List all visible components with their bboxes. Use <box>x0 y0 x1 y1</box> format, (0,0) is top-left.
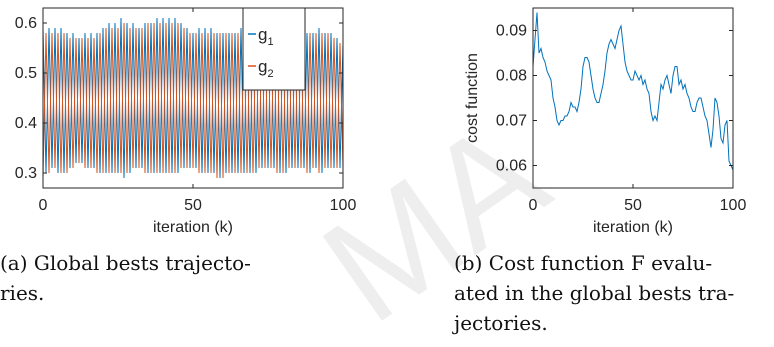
legend-label-g1: g1 <box>258 25 274 48</box>
chart-a-ytick-label: 0.4 <box>15 115 37 132</box>
chart-b: 0 50 100 0.06 0.07 0.08 0.09 iteration (k) cos… <box>464 7 747 236</box>
chart-b-ylabel: cost function <box>464 53 481 143</box>
chart-b-ytick-label: 0.08 <box>496 68 527 85</box>
chart-a-ytick-label: 0.6 <box>15 15 37 32</box>
chart-b-series-group <box>532 12 734 171</box>
legend-label-g2: g2 <box>258 57 274 80</box>
caption-a-line1: (a) Global bests trajecto- <box>0 251 251 275</box>
caption-b-line2: ated in the global bests tra- <box>454 281 735 305</box>
chart-b-plot-frame <box>532 7 734 189</box>
chart-a-ytick-label: 0.3 <box>15 165 37 182</box>
chart-a-legend: g1 g2 <box>242 7 306 91</box>
chart-a-xtick-label: 100 <box>330 197 357 214</box>
chart-a-xtick-label: 50 <box>184 197 202 214</box>
chart-b-xlabel: iteration (k) <box>593 219 673 236</box>
legend-g2-name: g <box>258 57 267 76</box>
chart-b-xtick-label: 50 <box>624 197 642 214</box>
chart-b-ytick-label: 0.07 <box>496 113 527 130</box>
chart-b-series-1-line <box>532 12 734 171</box>
chart-b-xtick-label: 100 <box>720 197 747 214</box>
chart-a-series-1-line <box>42 17 344 179</box>
legend-g1-sub: 1 <box>267 36 273 48</box>
chart-a-ytick-label: 0.5 <box>15 65 37 82</box>
chart-a-ticks: 0 50 100 0.3 0.4 0.5 0.6 <box>15 8 357 214</box>
caption-b: (b) Cost function F evalu- ated in the g… <box>454 248 772 338</box>
chart-b-ytick-label: 0.06 <box>496 158 527 175</box>
caption-a: (a) Global bests trajecto- ries. <box>0 248 320 308</box>
legend-g1-name: g <box>258 25 267 44</box>
caption-b-line3: jectories. <box>454 311 548 335</box>
chart-a-xtick-label: 0 <box>39 197 48 214</box>
caption-a-line2: ries. <box>0 281 45 305</box>
chart-b-xtick-label: 0 <box>529 197 538 214</box>
chart-b-ticks: 0 50 100 0.06 0.07 0.08 0.09 <box>496 8 747 214</box>
caption-b-line1: (b) Cost function F evalu- <box>454 251 713 275</box>
chart-b-ytick-label: 0.09 <box>496 23 527 40</box>
chart-a-legend-box <box>242 7 306 91</box>
legend-g2-sub: 2 <box>267 68 273 80</box>
chart-a-xlabel: iteration (k) <box>153 219 233 236</box>
